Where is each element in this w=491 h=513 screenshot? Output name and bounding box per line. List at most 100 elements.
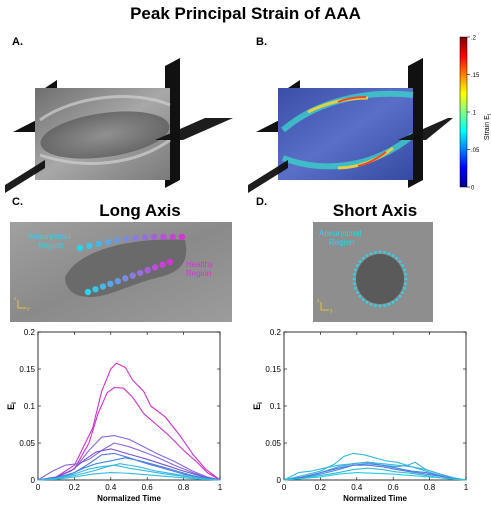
aneurysmal-label-short: Aneurysmal Region — [319, 229, 361, 247]
series-line — [37, 442, 221, 481]
volume-image-b — [248, 58, 453, 193]
marker-dot — [404, 272, 408, 276]
y-tick-label: 0.1 — [24, 402, 36, 411]
marker-dot — [369, 252, 373, 256]
marker-dot — [129, 272, 136, 279]
series-line — [37, 435, 221, 481]
marker-dot — [401, 291, 404, 294]
series-line — [37, 386, 221, 481]
x-tick-label: 0 — [282, 483, 287, 492]
marker-dot — [374, 251, 377, 254]
marker-dot — [84, 288, 92, 296]
x-tick-label: 1 — [218, 483, 223, 492]
marker-dot — [374, 304, 377, 307]
scale-bar — [65, 75, 85, 78]
long-axis-image: Aneurysmal Region Healthy Region z y — [10, 222, 232, 322]
colorbar-label: Strain EI — [484, 114, 491, 140]
svg-text:y: y — [27, 306, 30, 312]
marker-dot — [166, 258, 174, 266]
marker-dot — [113, 237, 121, 244]
marker-dot — [123, 235, 130, 243]
series-line — [283, 472, 467, 481]
colorbar-tick-label: .1 — [471, 111, 477, 117]
marker-dot — [352, 272, 356, 276]
marker-dot — [383, 251, 386, 254]
short-axis-title: Short Axis — [332, 201, 418, 220]
orientation-marker-long: z y — [14, 296, 30, 312]
svg-text:z: z — [14, 296, 17, 302]
marker-dot — [354, 286, 357, 290]
marker-dot — [104, 238, 112, 246]
marker-dot — [398, 294, 402, 298]
marker-dot — [99, 283, 107, 290]
marker-dot — [365, 300, 369, 304]
marker-dot — [378, 304, 382, 308]
x-tick-label: 0 — [36, 483, 41, 492]
series-line — [283, 464, 467, 481]
panel-label-d: D. — [256, 196, 267, 208]
short-axis-strain-chart: 0 0.05 0.1 0.15 0.2 0 0.2 0.4 0.6 0.8 1 Normalized … — [252, 328, 469, 503]
marker-dot — [352, 277, 356, 281]
marker-dot — [141, 234, 149, 241]
x-tick-label: 0.6 — [388, 483, 400, 492]
marker-dot — [107, 280, 114, 288]
marker-dot — [76, 244, 84, 252]
long-axis-title: Long Axis — [99, 201, 181, 220]
x-tick-label: 0.6 — [142, 483, 154, 492]
x-tick-label: 0.8 — [424, 483, 436, 492]
x-tick-label: 0.8 — [178, 483, 190, 492]
marker-dot — [361, 256, 365, 260]
svg-text:z: z — [317, 298, 320, 304]
marker-dot — [356, 264, 359, 267]
y-tick-label: 0.2 — [24, 328, 36, 337]
marker-dot — [122, 275, 129, 282]
marker-dot — [401, 264, 404, 267]
series-line — [37, 448, 221, 481]
y-tick-label: 0.05 — [265, 439, 281, 448]
marker-dot — [159, 261, 166, 268]
marker-dot — [144, 266, 151, 274]
series-line — [37, 464, 221, 481]
x-tick-label: 0.2 — [69, 483, 81, 492]
svg-text:y: y — [330, 308, 333, 314]
series-line — [37, 472, 221, 481]
aneurysmal-label-long: Aneurysmal Region — [28, 232, 70, 250]
y-tick-label: 0.15 — [265, 365, 281, 374]
colorbar-tick-label: .2 — [471, 36, 477, 42]
marker-dot — [403, 286, 406, 290]
volume-image-a — [5, 58, 233, 193]
x-tick-label: 1 — [464, 483, 469, 492]
marker-dot — [365, 254, 369, 258]
y-tick-label: 0.05 — [19, 439, 35, 448]
marker-dot — [387, 302, 391, 306]
x-tick-label: 0.2 — [315, 483, 327, 492]
panel-label-a: A. — [12, 36, 23, 48]
marker-dot — [178, 233, 186, 241]
marker-dot — [395, 256, 399, 260]
marker-dot — [403, 268, 406, 272]
marker-dot — [95, 240, 102, 248]
y-tick-label: 0.15 — [19, 365, 35, 374]
marker-dot — [114, 277, 122, 285]
colorbar-tick-label: .15 — [471, 73, 480, 79]
marker-dot — [354, 268, 357, 272]
healthy-label-long: Healthy Region — [186, 260, 213, 278]
marker-dot — [151, 264, 159, 271]
marker-dot — [352, 282, 356, 286]
colorbar: .2 .15 .1 .05 0 Strain EI — [459, 36, 491, 192]
marker-dot — [391, 254, 395, 258]
marker-dot — [92, 286, 99, 293]
x-axis-label: Normalized Time — [97, 494, 161, 503]
colorbar-tick-label: 0 — [471, 186, 475, 192]
marker-dot — [136, 269, 144, 277]
colorbar-gradient — [459, 36, 468, 188]
marker-dot — [398, 260, 402, 264]
x-tick-label: 0.4 — [351, 483, 363, 492]
colorbar-tick-label: .05 — [471, 148, 480, 154]
marker-dot — [358, 294, 362, 298]
marker-dot — [132, 234, 139, 242]
x-tick-label: 0.4 — [105, 483, 117, 492]
x-axis-label: Normalized Time — [343, 494, 407, 503]
marker-dot — [169, 233, 176, 241]
figure-title: Peak Principal Strain of AAA — [130, 4, 361, 23]
